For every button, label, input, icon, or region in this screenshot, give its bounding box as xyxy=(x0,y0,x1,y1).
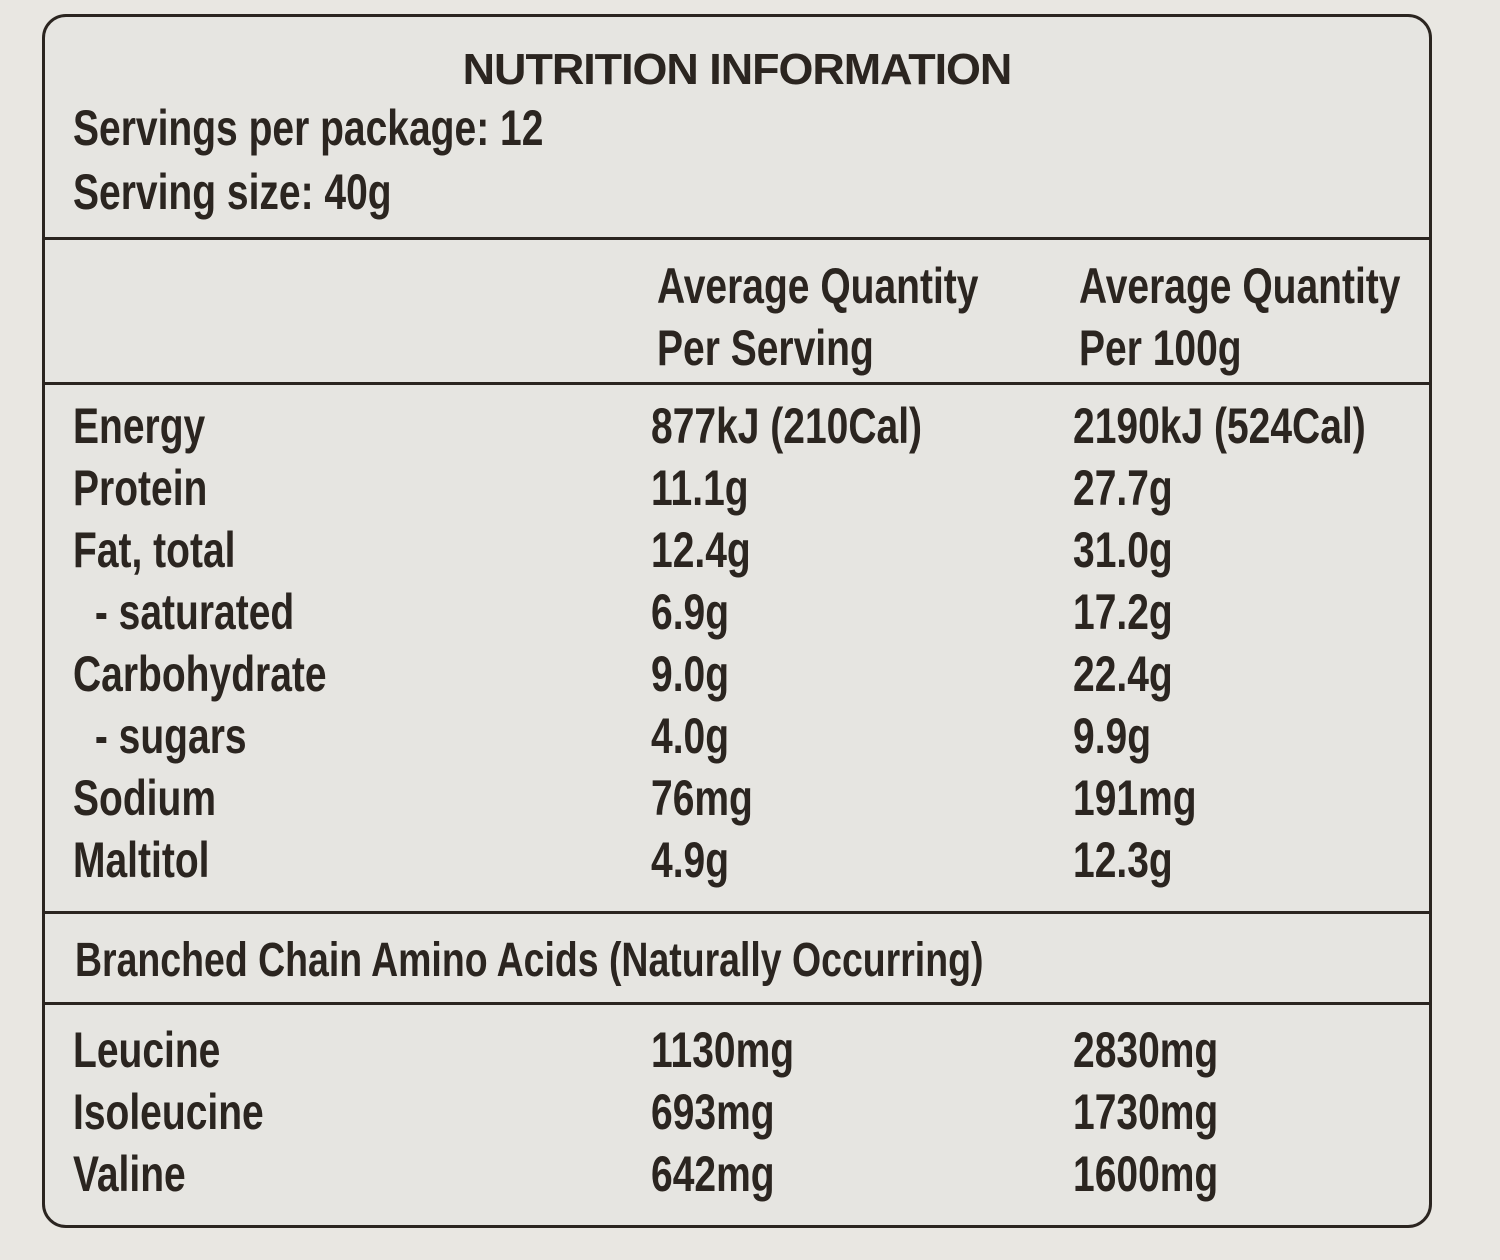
nutrient-row-energy: Energy 877kJ (210Cal) 2190kJ (524Cal) xyxy=(73,398,1366,454)
divider xyxy=(45,237,1429,240)
servings-per-package: Servings per package: 12 xyxy=(73,100,544,156)
nutrient-row-carbohydrate: Carbohydrate 9.0g 22.4g xyxy=(73,646,1173,702)
nutrient-row-fat-total: Fat, total 12.4g 31.0g xyxy=(73,522,1173,578)
serving-size: Serving size: 40g xyxy=(73,164,392,220)
column-header-per-serving: Average Quantity Per Serving xyxy=(657,258,979,376)
column-header-per-100g: Average Quantity Per 100g xyxy=(1079,258,1401,376)
amino-row-isoleucine: Isoleucine 693mg 1730mg xyxy=(73,1084,1219,1140)
nutrient-row-sugars: - sugars 4.0g 9.9g xyxy=(94,708,1152,764)
nutrient-row-saturated: - saturated 6.9g 17.2g xyxy=(94,584,1173,640)
divider xyxy=(45,911,1429,914)
panel-title: NUTRITION INFORMATION xyxy=(462,45,1013,94)
amino-row-leucine: Leucine 1130mg 2830mg xyxy=(73,1022,1219,1078)
amino-row-valine: Valine 642mg 1600mg xyxy=(73,1146,1219,1202)
nutrient-row-maltitol: Maltitol 4.9g 12.3g xyxy=(73,832,1173,888)
divider xyxy=(45,382,1429,385)
bcaa-heading: Branched Chain Amino Acids (Naturally Oc… xyxy=(75,934,984,987)
divider xyxy=(45,1002,1429,1005)
nutrition-panel: NUTRITION INFORMATION Servings per packa… xyxy=(42,14,1432,1228)
nutrient-row-protein: Protein 11.1g 27.7g xyxy=(73,460,1173,516)
nutrient-row-sodium: Sodium 76mg 191mg xyxy=(73,770,1197,826)
